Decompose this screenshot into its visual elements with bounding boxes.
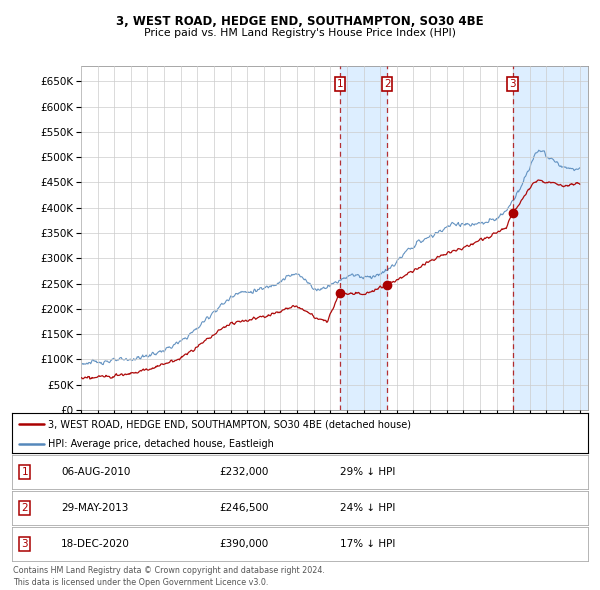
Text: 2: 2	[22, 503, 28, 513]
Text: 3: 3	[509, 79, 516, 88]
Text: £232,000: £232,000	[220, 467, 269, 477]
Bar	[340, 66, 387, 410]
Text: £390,000: £390,000	[220, 539, 269, 549]
Text: Contains HM Land Registry data © Crown copyright and database right 2024.
This d: Contains HM Land Registry data © Crown c…	[13, 566, 325, 587]
Text: 06-AUG-2010: 06-AUG-2010	[61, 467, 130, 477]
Text: Price paid vs. HM Land Registry's House Price Index (HPI): Price paid vs. HM Land Registry's House …	[144, 28, 456, 38]
Text: 1: 1	[22, 467, 28, 477]
Text: 24% ↓ HPI: 24% ↓ HPI	[340, 503, 395, 513]
Text: £246,500: £246,500	[220, 503, 269, 513]
Text: 3: 3	[22, 539, 28, 549]
Text: 3, WEST ROAD, HEDGE END, SOUTHAMPTON, SO30 4BE: 3, WEST ROAD, HEDGE END, SOUTHAMPTON, SO…	[116, 15, 484, 28]
Text: 29-MAY-2013: 29-MAY-2013	[61, 503, 128, 513]
Text: 29% ↓ HPI: 29% ↓ HPI	[340, 467, 395, 477]
Bar	[512, 66, 588, 410]
Text: 18-DEC-2020: 18-DEC-2020	[61, 539, 130, 549]
Text: 1: 1	[337, 79, 343, 88]
Text: 17% ↓ HPI: 17% ↓ HPI	[340, 539, 395, 549]
Text: 3, WEST ROAD, HEDGE END, SOUTHAMPTON, SO30 4BE (detached house): 3, WEST ROAD, HEDGE END, SOUTHAMPTON, SO…	[48, 419, 411, 430]
Text: HPI: Average price, detached house, Eastleigh: HPI: Average price, detached house, East…	[48, 440, 274, 450]
Text: 2: 2	[384, 79, 391, 88]
